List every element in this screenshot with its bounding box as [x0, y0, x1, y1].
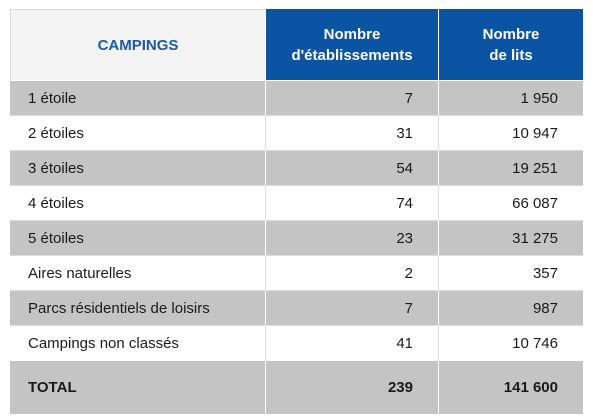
row-etablissements: 31 [265, 115, 438, 150]
row-label: Parcs résidentiels de loisirs [10, 290, 265, 325]
row-lits: 10 947 [438, 115, 583, 150]
row-label: 1 étoile [10, 80, 265, 115]
total-etablissements: 239 [265, 360, 438, 414]
row-label: 5 étoiles [10, 220, 265, 255]
table-row: Aires naturelles 2 357 [10, 255, 583, 290]
row-etablissements: 7 [265, 290, 438, 325]
table-row: 2 étoiles 31 10 947 [10, 115, 583, 150]
table-row: Campings non classés 41 10 746 [10, 325, 583, 360]
row-lits: 66 087 [438, 185, 583, 220]
row-lits: 1 950 [438, 80, 583, 115]
row-lits: 357 [438, 255, 583, 290]
row-label: Aires naturelles [10, 255, 265, 290]
row-etablissements: 54 [265, 150, 438, 185]
row-label: 2 étoiles [10, 115, 265, 150]
camping-stats-table: CAMPINGS Nombre d'établissements Nombre … [10, 9, 583, 414]
total-lits: 141 600 [438, 360, 583, 414]
row-label: Campings non classés [10, 325, 265, 360]
header-lits-line1: Nombre [482, 25, 540, 43]
table-header: CAMPINGS Nombre d'établissements Nombre … [10, 9, 583, 80]
header-nombre-lits: Nombre de lits [438, 9, 583, 80]
total-row: TOTAL 239 141 600 [10, 360, 583, 414]
row-etablissements: 74 [265, 185, 438, 220]
table-row: 5 étoiles 23 31 275 [10, 220, 583, 255]
table-row: Parcs résidentiels de loisirs 7 987 [10, 290, 583, 325]
header-etablissements-line2: d'établissements [291, 46, 413, 64]
row-lits: 31 275 [438, 220, 583, 255]
header-lits-line2: de lits [489, 46, 533, 64]
row-label: 4 étoiles [10, 185, 265, 220]
row-label: 3 étoiles [10, 150, 265, 185]
table-row: 4 étoiles 74 66 087 [10, 185, 583, 220]
table-body: 1 étoile 7 1 950 2 étoiles 31 10 947 3 é… [10, 80, 583, 414]
header-etablissements-line1: Nombre [323, 25, 381, 43]
row-lits: 987 [438, 290, 583, 325]
row-etablissements: 2 [265, 255, 438, 290]
header-campings: CAMPINGS [10, 9, 265, 80]
table-row: 1 étoile 7 1 950 [10, 80, 583, 115]
header-nombre-etablissements: Nombre d'établissements [265, 9, 438, 80]
header-row: CAMPINGS Nombre d'établissements Nombre … [10, 9, 583, 80]
table-row: 3 étoiles 54 19 251 [10, 150, 583, 185]
total-label: TOTAL [10, 360, 265, 414]
row-etablissements: 7 [265, 80, 438, 115]
row-etablissements: 23 [265, 220, 438, 255]
row-lits: 10 746 [438, 325, 583, 360]
row-etablissements: 41 [265, 325, 438, 360]
row-lits: 19 251 [438, 150, 583, 185]
